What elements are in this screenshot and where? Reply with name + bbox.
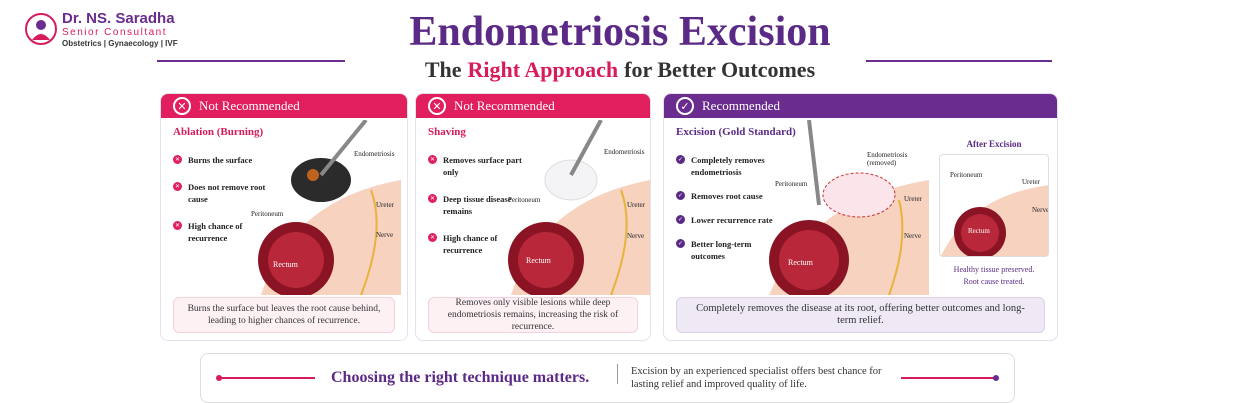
footer: Choosing the right technique matters. Ex… <box>200 353 1015 403</box>
method: Shaving <box>428 126 466 138</box>
panel: ✕ Not Recommended Ablation (Burning) ✕ Bur… <box>160 93 408 341</box>
after-box: Peritoneum Ureter Nerve Rectum <box>939 154 1049 257</box>
label: Rectum <box>526 256 551 265</box>
logo-name: Dr. NS. Saradha <box>62 10 175 27</box>
summary: Burns the surface but leaves the root ca… <box>173 297 395 333</box>
rule <box>157 60 345 62</box>
label: Endometriosis (removed) <box>867 151 908 167</box>
label: Rectum <box>968 227 990 235</box>
points: ✓ Completely removes endometriosis ✓ Remov… <box>676 154 776 262</box>
point: ✓ Removes root cause <box>676 191 763 201</box>
footer-rule <box>901 375 999 381</box>
point: ✕ Deep tissue disease remains <box>428 193 528 217</box>
panel-header: ✓ Recommended <box>664 94 1057 118</box>
after-illustration <box>941 185 1048 256</box>
illustration <box>508 120 650 295</box>
label: Rectum <box>788 258 813 267</box>
text: Burns the surface <box>188 155 253 165</box>
text: Healthy tissue preserved. <box>953 265 1035 274</box>
text: High chance of recurrence <box>188 221 243 243</box>
point: ✕ High chance of recurrence <box>428 232 528 256</box>
text: Better long-term outcomes <box>691 239 752 261</box>
point: ✓ Lower recurrence rate <box>676 215 773 225</box>
subtitle: The Right Approach for Better Outcomes <box>0 57 1240 83</box>
footer-headline: Choosing the right technique matters. <box>331 369 590 386</box>
label: Nerve <box>1032 206 1049 214</box>
text: Deep tissue disease remains <box>443 194 512 216</box>
point: ✓ Completely removes endometriosis <box>676 154 776 178</box>
label: Nerve <box>627 232 645 240</box>
logo-icon <box>25 13 57 45</box>
footer-rule <box>216 375 315 381</box>
label: Endometriosis <box>354 150 395 158</box>
logo-specialty: Obstetrics | Gynaecology | IVF <box>62 39 178 48</box>
point: ✕ Burns the surface <box>173 155 253 165</box>
method: Excision (Gold Standard) <box>676 126 796 138</box>
label: Ureter <box>1022 178 1040 186</box>
text: Removes root cause <box>691 191 763 201</box>
summary: Removes only visible lesions while deep … <box>428 297 638 333</box>
title: Endometriosis Excision <box>409 9 831 55</box>
panel: ✓ Recommended Excision (Gold Standard) ✓ C… <box>663 93 1058 341</box>
logo-role: Senior Consultant <box>62 27 167 38</box>
label: Nerve <box>376 231 394 239</box>
text: Removes surface part only <box>443 155 522 177</box>
label: Endometriosis <box>604 148 645 156</box>
label: Peritoneum <box>950 171 983 179</box>
illustration <box>258 120 401 295</box>
rule <box>866 60 1052 62</box>
text: Lower recurrence rate <box>691 215 773 225</box>
label: Nerve <box>904 232 922 240</box>
after-title: After Excision <box>966 139 1022 149</box>
subtitle-highlight: Right Approach <box>467 57 619 82</box>
points: ✕ Removes surface part only ✕ Deep tissue … <box>428 154 528 256</box>
footer-text: Excision by an experienced specialist of… <box>631 366 882 390</box>
label: Ureter <box>376 201 394 209</box>
text: High chance of recurrence <box>443 233 498 255</box>
summary: Completely removes the disease at its ro… <box>676 297 1045 333</box>
label: Peritoneum <box>775 180 808 188</box>
subtitle-part: The <box>424 57 462 82</box>
text: Root cause treated. <box>963 277 1025 286</box>
point: ✕ High chance of recurrence <box>173 220 273 244</box>
label: Peritoneum <box>251 210 284 218</box>
status: Recommended <box>702 98 780 113</box>
point: ✕ Does not remove root cause <box>173 181 273 205</box>
panel-header: ✕ Not Recommended <box>416 94 650 118</box>
method: Ablation (Burning) <box>173 126 264 138</box>
subtitle-part: for Better Outcomes <box>624 57 816 82</box>
points: ✕ Burns the surface ✕ Does not remove root… <box>173 154 273 244</box>
label: Rectum <box>273 260 298 269</box>
after-caption: Healthy tissue preserved. Root cause trea… <box>939 264 1049 288</box>
illustration <box>769 120 929 295</box>
text: Does not remove root cause <box>188 182 266 204</box>
panel: ✕ Not Recommended Shaving ✕ Removes surfac… <box>415 93 651 341</box>
divider <box>617 364 618 384</box>
point: ✓ Better long-term outcomes <box>676 238 776 262</box>
status: Not Recommended <box>199 98 300 113</box>
label: Ureter <box>904 195 922 203</box>
label: Peritoneum <box>508 196 541 204</box>
point: ✕ Removes surface part only <box>428 154 528 178</box>
panel-header: ✕ Not Recommended <box>161 94 407 118</box>
status: Not Recommended <box>454 98 555 113</box>
text: Completely removes endometriosis <box>691 155 765 177</box>
label: Ureter <box>627 201 645 209</box>
